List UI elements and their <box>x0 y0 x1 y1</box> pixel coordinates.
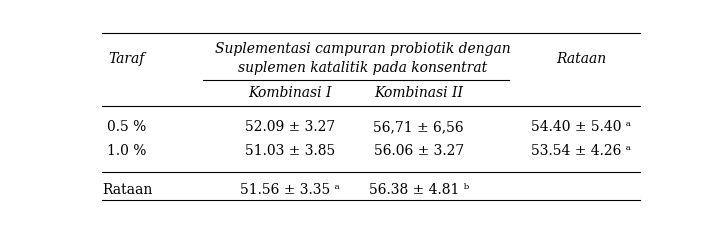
Text: suplemen katalitik pada konsentrat: suplemen katalitik pada konsentrat <box>238 60 487 74</box>
Text: Rataan: Rataan <box>102 182 152 196</box>
Text: Taraf: Taraf <box>109 52 145 66</box>
Text: 56,71 ± 6,56: 56,71 ± 6,56 <box>374 120 464 134</box>
Text: 56.06 ± 3.27: 56.06 ± 3.27 <box>374 143 464 158</box>
Text: Kombinasi II: Kombinasi II <box>374 86 463 100</box>
Text: 1.0 %: 1.0 % <box>107 143 147 158</box>
Text: 52.09 ± 3.27: 52.09 ± 3.27 <box>245 120 334 134</box>
Text: 51.03 ± 3.85: 51.03 ± 3.85 <box>245 143 334 158</box>
Text: 53.54 ± 4.26 ᵃ: 53.54 ± 4.26 ᵃ <box>531 143 631 158</box>
Text: 56.38 ± 4.81 ᵇ: 56.38 ± 4.81 ᵇ <box>369 182 469 196</box>
Text: Suplementasi campuran probiotik dengan: Suplementasi campuran probiotik dengan <box>215 42 510 56</box>
Text: 0.5 %: 0.5 % <box>107 120 146 134</box>
Text: 51.56 ± 3.35 ᵃ: 51.56 ± 3.35 ᵃ <box>240 182 340 196</box>
Text: Kombinasi I: Kombinasi I <box>248 86 332 100</box>
Text: Rataan: Rataan <box>557 52 607 66</box>
Text: 54.40 ± 5.40 ᵃ: 54.40 ± 5.40 ᵃ <box>531 120 631 134</box>
